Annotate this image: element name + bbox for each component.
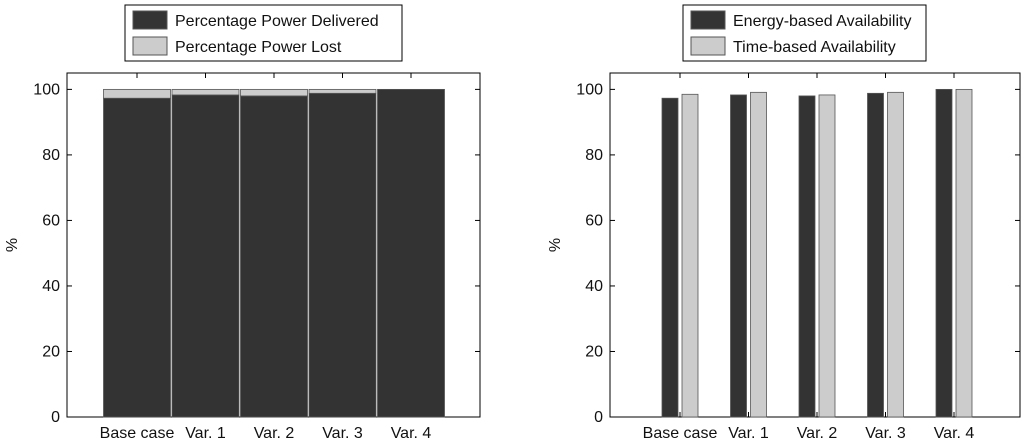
bar-energy-2 bbox=[730, 94, 747, 418]
y-tick-label: 100 bbox=[33, 81, 60, 98]
y-tick-label: 40 bbox=[585, 278, 603, 295]
bar-lost-1 bbox=[103, 88, 171, 99]
legend-swatch bbox=[690, 10, 726, 30]
legend-label: Percentage Power Delivered bbox=[175, 13, 379, 30]
x-tick-label: Var. 3 bbox=[865, 425, 906, 442]
bar-energy-5 bbox=[935, 88, 953, 418]
y-tick-label: 20 bbox=[585, 343, 603, 360]
legend: Energy-based Availability Time-based Avai… bbox=[682, 4, 927, 62]
x-tick-label: Base case bbox=[643, 425, 718, 442]
y-tick-label: 0 bbox=[51, 409, 60, 426]
bar-energy-1 bbox=[661, 97, 679, 418]
x-tick-label: Var. 4 bbox=[934, 425, 975, 442]
x-tick-label: Base case bbox=[100, 425, 175, 442]
bar-lost-4 bbox=[308, 88, 377, 94]
bar-delivered-1 bbox=[103, 97, 171, 418]
y-tick-label: 60 bbox=[585, 212, 603, 229]
y-tick-label: 60 bbox=[42, 212, 60, 229]
bar-delivered-4 bbox=[308, 92, 377, 418]
x-tick-label: Var. 1 bbox=[185, 425, 226, 442]
legend-swatch bbox=[132, 10, 168, 30]
bar-time-4 bbox=[887, 91, 904, 418]
legend-label: Percentage Power Lost bbox=[175, 39, 342, 56]
legend-label: Energy-based Availability bbox=[733, 13, 911, 30]
y-tick-label: 80 bbox=[42, 147, 60, 164]
y-axis-label: % bbox=[547, 238, 564, 252]
y-tick-label: 0 bbox=[594, 409, 603, 426]
y-tick-label: 20 bbox=[42, 343, 60, 360]
bar-lost-2 bbox=[171, 88, 240, 96]
chart-1: 0 20 40 60 80 100% Base case Var. 1 Var. 2 Var. 3… bbox=[4, 4, 481, 442]
bar-delivered-3 bbox=[240, 95, 308, 418]
y-tick-label: 100 bbox=[576, 81, 603, 98]
legend-swatch bbox=[690, 36, 726, 56]
y-axis-label: % bbox=[4, 238, 21, 252]
x-tick-label: Var. 2 bbox=[797, 425, 838, 442]
y-tick-label: 80 bbox=[585, 147, 603, 164]
bar-time-1 bbox=[681, 93, 699, 418]
legend: Percentage Power Delivered Percentage Pow… bbox=[124, 4, 403, 62]
bar-time-2 bbox=[750, 91, 767, 418]
x-tick-label: Var. 2 bbox=[254, 425, 295, 442]
legend-label: Time-based Availability bbox=[733, 39, 896, 56]
bar-time-5 bbox=[955, 88, 973, 418]
bar-time-3 bbox=[818, 94, 836, 418]
chart-2: 0 20 40 60 80 100% Base case Var. 1 Var. 2 Var. 3… bbox=[547, 4, 1021, 442]
bar-delivered-2 bbox=[171, 94, 240, 418]
x-tick-label: Var. 1 bbox=[728, 425, 769, 442]
bar-energy-4 bbox=[867, 92, 884, 418]
y-tick-label: 40 bbox=[42, 278, 60, 295]
x-tick-label: Var. 3 bbox=[322, 425, 363, 442]
legend-swatch bbox=[132, 36, 168, 56]
bar-lost-3 bbox=[240, 88, 308, 97]
bar-energy-3 bbox=[798, 95, 816, 418]
legend-box bbox=[124, 4, 403, 62]
x-tick-label: Var. 4 bbox=[391, 425, 432, 442]
bar-delivered-5 bbox=[377, 88, 445, 418]
